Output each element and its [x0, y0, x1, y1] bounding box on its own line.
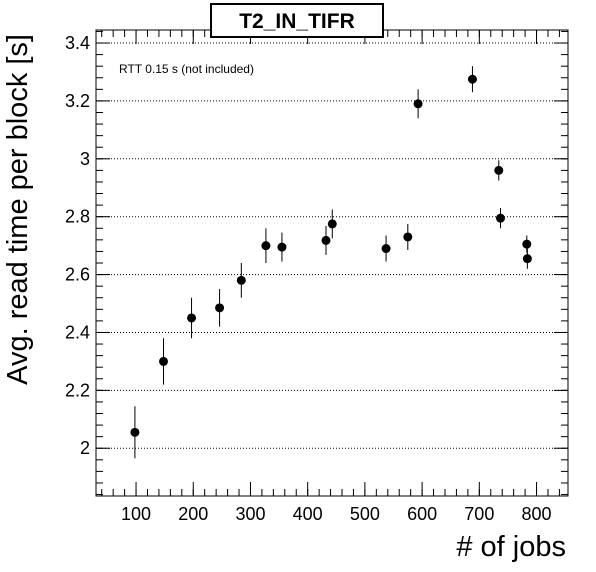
y-axis-label: Avg. read time per block [s]	[2, 34, 34, 385]
data-point	[403, 232, 413, 242]
y-tick-label: 2.8	[65, 207, 90, 227]
data-point	[215, 303, 225, 313]
plot-frame	[95, 29, 569, 497]
rtt-annotation: RTT 0.15 s (not included)	[119, 62, 254, 76]
data-point	[130, 427, 140, 437]
y-tick-label: 3.2	[65, 91, 90, 111]
data-point	[277, 242, 287, 252]
data-point	[467, 74, 477, 84]
title-box	[210, 3, 384, 38]
data-point	[187, 313, 197, 323]
x-tick-label: 100	[121, 504, 151, 524]
x-axis-label: # of jobs	[456, 531, 566, 563]
y-gridlines	[96, 42, 568, 449]
chart-title: T2_IN_TIFR	[239, 10, 355, 33]
y-tick-label: 2.4	[65, 322, 90, 342]
data-point	[381, 244, 391, 254]
x-tick-label: 500	[350, 504, 380, 524]
y-tick-label: 3.4	[65, 33, 90, 53]
y-tick-label: 2.2	[65, 380, 90, 400]
data-point	[159, 356, 169, 366]
y-tick-label: 2	[80, 438, 90, 458]
data-point	[413, 99, 423, 109]
tick-labels: 2 2.2 2.4 2.6 2.8 3 3.2 3.4 100 200 300 400 500 600 70…	[65, 33, 552, 524]
data-points	[130, 66, 532, 459]
data-point	[261, 241, 271, 251]
y-tick-label: 3	[80, 149, 90, 169]
data-point	[321, 235, 331, 245]
x-tick-label: 600	[407, 504, 437, 524]
data-point	[495, 213, 505, 223]
x-tick-label: 800	[522, 504, 552, 524]
x-tick-label: 400	[293, 504, 323, 524]
x-tick-label: 700	[464, 504, 494, 524]
x-tick-label: 200	[178, 504, 208, 524]
data-point	[236, 275, 246, 285]
data-point	[522, 254, 532, 264]
y-tick-label: 2.6	[65, 265, 90, 285]
data-point	[327, 219, 337, 229]
data-point	[522, 239, 532, 249]
data-point	[494, 165, 504, 175]
axis-ticks	[96, 30, 568, 496]
x-tick-label: 300	[235, 504, 265, 524]
